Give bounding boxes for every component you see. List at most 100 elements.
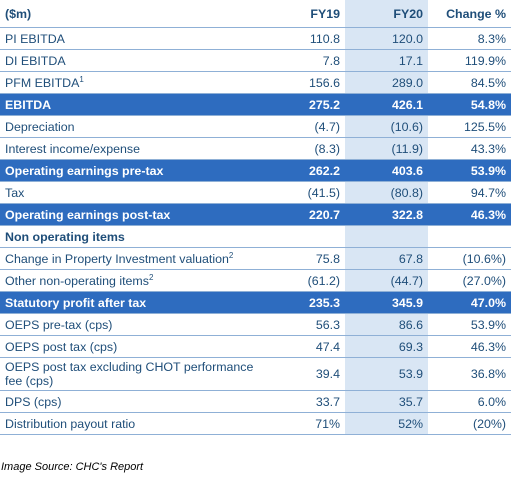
table-row: OEPS post tax excluding CHOT performance…: [0, 357, 511, 391]
fy19-value: 71%: [262, 412, 345, 435]
table-row: Other non-operating items2 (61.2) (44.7) (2…: [0, 269, 511, 292]
fy20-value: 53.9: [345, 357, 428, 391]
row-label: Non operating items: [5, 229, 125, 244]
row-label: Operating earnings post-tax: [5, 207, 171, 222]
row-label: OEPS post tax excluding CHOT performance…: [5, 360, 254, 388]
row-label-cell: Interest income/expense: [0, 137, 262, 160]
fy20-value: 345.9: [345, 291, 428, 314]
fy20-value: (80.8): [345, 181, 428, 204]
table-row: Change in Property Investment valuation2…: [0, 247, 511, 270]
fy20-value: 67.8: [345, 247, 428, 270]
change-value: 53.9%: [428, 159, 511, 182]
fy20-value: (11.9): [345, 137, 428, 160]
row-label: PFM EBITDA: [5, 75, 80, 90]
table-row: PI EBITDA 110.8 120.0 8.3%: [0, 27, 511, 50]
table-row: Operating earnings post-tax 220.7 322.8 46.…: [0, 203, 511, 226]
row-label: Change in Property Investment valuation: [5, 251, 229, 266]
row-label: Statutory profit after tax: [5, 295, 147, 310]
row-label-cell: Statutory profit after tax: [0, 291, 262, 314]
fy19-value: [262, 225, 345, 248]
fy19-value: (41.5): [262, 181, 345, 204]
header-change: Change %: [428, 0, 511, 28]
row-label-cell: DI EBITDA: [0, 49, 262, 72]
row-label-cell: EBITDA: [0, 93, 262, 116]
table-header-row: ($m) FY19 FY20 Change %: [0, 0, 511, 28]
table-row: Depreciation (4.7) (10.6) 125.5%: [0, 115, 511, 138]
header-fy20: FY20: [345, 0, 428, 28]
section-header-row: Non operating items: [0, 225, 511, 248]
row-label: PI EBITDA: [5, 31, 65, 46]
row-label: Operating earnings pre-tax: [5, 163, 164, 178]
fy19-value: 39.4: [262, 357, 345, 391]
change-value: 6.0%: [428, 390, 511, 413]
fy19-value: 275.2: [262, 93, 345, 116]
change-value: 8.3%: [428, 27, 511, 50]
row-label: Distribution payout ratio: [5, 416, 136, 431]
fy20-value: 289.0: [345, 71, 428, 94]
fy20-value: 120.0: [345, 27, 428, 50]
row-label-cell: OEPS post tax excluding CHOT performance…: [0, 357, 262, 391]
row-label-cell: Operating earnings pre-tax: [0, 159, 262, 182]
row-label-cell: Change in Property Investment valuation2: [0, 247, 262, 270]
change-value: 94.7%: [428, 181, 511, 204]
row-label-cell: Non operating items: [0, 225, 262, 248]
table-row: Operating earnings pre-tax 262.2 403.6 53.9…: [0, 159, 511, 182]
fy20-value: (44.7): [345, 269, 428, 292]
fy19-value: (8.3): [262, 137, 345, 160]
row-label-cell: DPS (cps): [0, 390, 262, 413]
change-value: 47.0%: [428, 291, 511, 314]
fy19-value: 220.7: [262, 203, 345, 226]
footnote-marker: 2: [148, 272, 154, 282]
row-label: Interest income/expense: [5, 141, 140, 156]
change-value: 46.3%: [428, 203, 511, 226]
footnote-marker: 1: [79, 74, 84, 84]
row-label: DPS (cps): [5, 394, 62, 409]
change-value: (20%): [428, 412, 511, 435]
row-label-cell: Distribution payout ratio: [0, 412, 262, 435]
row-label-cell: Operating earnings post-tax: [0, 203, 262, 226]
row-label: DI EBITDA: [5, 53, 66, 68]
fy20-value: 426.1: [345, 93, 428, 116]
row-label: EBITDA: [5, 97, 52, 112]
table-row: DI EBITDA 7.8 17.1 119.9%: [0, 49, 511, 72]
fy19-value: (61.2): [262, 269, 345, 292]
fy20-value: 86.6: [345, 313, 428, 336]
table-row: PFM EBITDA1 156.6 289.0 84.5%: [0, 71, 511, 94]
fy20-value: 35.7: [345, 390, 428, 413]
fy19-value: 47.4: [262, 335, 345, 358]
change-value: (27.0%): [428, 269, 511, 292]
fy20-value: [345, 225, 428, 248]
fy20-value: 17.1: [345, 49, 428, 72]
fy19-value: 156.6: [262, 71, 345, 94]
fy20-value: 403.6: [345, 159, 428, 182]
table-row: OEPS pre-tax (cps) 56.3 86.6 53.9%: [0, 313, 511, 336]
financial-summary-table: ($m) FY19 FY20 Change % PI EBITDA 110.8 12…: [0, 0, 511, 435]
row-label: Depreciation: [5, 119, 75, 134]
fy19-value: 75.8: [262, 247, 345, 270]
change-value: 43.3%: [428, 137, 511, 160]
change-value: 36.8%: [428, 357, 511, 391]
fy19-value: 7.8: [262, 49, 345, 72]
row-label: OEPS pre-tax (cps): [5, 317, 113, 332]
footnote-marker: 2: [228, 250, 234, 260]
row-label-cell: Tax: [0, 181, 262, 204]
table-row: DPS (cps) 33.7 35.7 6.0%: [0, 390, 511, 413]
image-source-caption: Image Source: CHC's Report: [1, 461, 144, 473]
row-label: Other non-operating items: [5, 273, 149, 288]
fy20-value: 69.3: [345, 335, 428, 358]
fy19-value: 262.2: [262, 159, 345, 182]
row-label-cell: OEPS pre-tax (cps): [0, 313, 262, 336]
change-value: 84.5%: [428, 71, 511, 94]
table-body: PI EBITDA 110.8 120.0 8.3% DI EBITDA 7.8 17.1 1…: [0, 27, 511, 435]
fy19-value: (4.7): [262, 115, 345, 138]
change-value: 125.5%: [428, 115, 511, 138]
table-row: Distribution payout ratio 71% 52% (20%): [0, 412, 511, 435]
row-label-cell: Other non-operating items2: [0, 269, 262, 292]
row-label-cell: PFM EBITDA1: [0, 71, 262, 94]
row-label-cell: Depreciation: [0, 115, 262, 138]
fy19-value: 235.3: [262, 291, 345, 314]
row-label-cell: OEPS post tax (cps): [0, 335, 262, 358]
change-value: 46.3%: [428, 335, 511, 358]
header-fy19: FY19: [262, 0, 345, 28]
table-row: EBITDA 275.2 426.1 54.8%: [0, 93, 511, 116]
